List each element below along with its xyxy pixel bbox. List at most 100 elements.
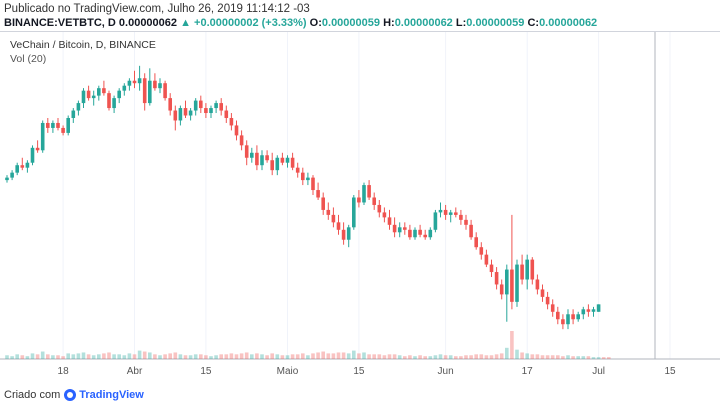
volume-bar — [576, 356, 580, 359]
candle-body — [10, 172, 14, 178]
volume-bar — [331, 353, 336, 359]
volume-bar — [117, 354, 121, 359]
candle-body — [561, 319, 565, 325]
candle-body — [403, 227, 407, 230]
candle-body — [423, 234, 427, 238]
volume-bar — [35, 354, 40, 359]
volume-bar — [413, 356, 417, 359]
candle-body — [591, 309, 596, 312]
open-value: 0.00000062 — [118, 17, 178, 29]
candle-body — [280, 157, 285, 163]
candle-body — [367, 185, 371, 198]
candle-body — [550, 304, 555, 312]
price-chart[interactable]: 0.000000620.000001700.000001600.00000150… — [0, 32, 720, 387]
volume-bar — [40, 351, 45, 359]
candle-body — [137, 78, 142, 84]
candle-body — [148, 80, 152, 104]
volume-bar — [535, 354, 540, 359]
volume-bar — [178, 354, 183, 359]
volume-bar — [484, 355, 489, 359]
volume-bar — [122, 355, 127, 359]
l-label: L: — [455, 17, 467, 29]
candle-body — [290, 157, 295, 168]
candle-body — [377, 204, 382, 213]
volume-bar — [423, 356, 427, 359]
volume-bar — [81, 352, 86, 359]
volume-bar — [515, 349, 519, 359]
o-value: 0.00000059 — [321, 17, 381, 29]
volume-bar — [469, 355, 473, 359]
candle-body — [51, 122, 55, 128]
volume-bar — [204, 355, 208, 359]
candle-body — [530, 259, 535, 280]
volume-bar — [336, 352, 341, 359]
volume-bar — [51, 355, 55, 359]
x-tick-label: 18 — [58, 366, 70, 377]
candle-body — [199, 100, 203, 109]
candle-body — [382, 212, 387, 218]
volume-bar — [168, 353, 172, 359]
candle-body — [428, 229, 433, 238]
candle-body — [505, 269, 509, 295]
candle-body — [234, 125, 239, 136]
plot-background — [0, 32, 720, 387]
candle-body — [142, 78, 147, 104]
candle-body — [35, 147, 40, 151]
l-value: 0.00000059 — [466, 17, 525, 29]
h-value: 0.00000062 — [394, 17, 453, 29]
candle-body — [97, 88, 101, 96]
volume-bar — [142, 351, 147, 359]
volume-bar — [601, 357, 606, 359]
volume-bar — [127, 353, 132, 359]
candle-body — [122, 85, 127, 91]
x-tick-label: Jul — [592, 366, 605, 377]
volume-bar — [311, 353, 315, 359]
volume-bar — [188, 355, 193, 359]
candle-body — [265, 155, 269, 161]
candle-body — [581, 309, 586, 315]
x-tick-label: 15 — [353, 366, 365, 377]
candle-body — [362, 185, 366, 203]
volume-bar — [285, 355, 290, 359]
volume-bar — [581, 356, 586, 359]
chart-frame[interactable]: 0.000000620.000001700.000001600.00000150… — [0, 31, 720, 387]
volume-bar — [158, 355, 162, 359]
candle-body — [46, 122, 50, 128]
volume-bar — [148, 352, 152, 359]
volume-bar — [290, 354, 295, 359]
candle-body — [479, 247, 484, 255]
candle-body — [321, 197, 325, 210]
candle-body — [66, 117, 70, 133]
volume-bar — [596, 357, 601, 359]
volume-bar — [346, 353, 351, 359]
candle-body — [387, 217, 392, 225]
volume-bar — [561, 356, 565, 359]
candle-body — [357, 197, 361, 203]
candle-body — [326, 209, 331, 215]
volume-bar — [316, 352, 320, 359]
candle-body — [285, 157, 290, 163]
volume-bar — [367, 354, 371, 359]
x-tick-label: Abr — [127, 366, 143, 377]
candle-body — [418, 229, 422, 235]
candle-body — [520, 264, 524, 280]
volume-bar — [428, 356, 433, 359]
candle-body — [510, 269, 514, 302]
candle-body — [372, 197, 376, 205]
volume-bar — [479, 354, 484, 359]
volume-bar — [229, 353, 234, 359]
volume-bar — [357, 353, 361, 359]
tradingview-logo[interactable]: TradingView — [64, 389, 144, 401]
volume-bar — [132, 354, 137, 359]
volume-legend: Vol (20) — [10, 53, 47, 65]
candle-body — [540, 289, 545, 297]
candle-body — [260, 155, 264, 166]
volume-bar — [556, 355, 560, 359]
candle-body — [270, 160, 274, 171]
volume-bar — [219, 354, 223, 359]
candle-body — [239, 135, 244, 146]
candle-body — [224, 110, 229, 118]
tradingview-logo-icon — [64, 389, 77, 401]
candle-body — [5, 177, 9, 181]
candle-body — [413, 229, 417, 238]
